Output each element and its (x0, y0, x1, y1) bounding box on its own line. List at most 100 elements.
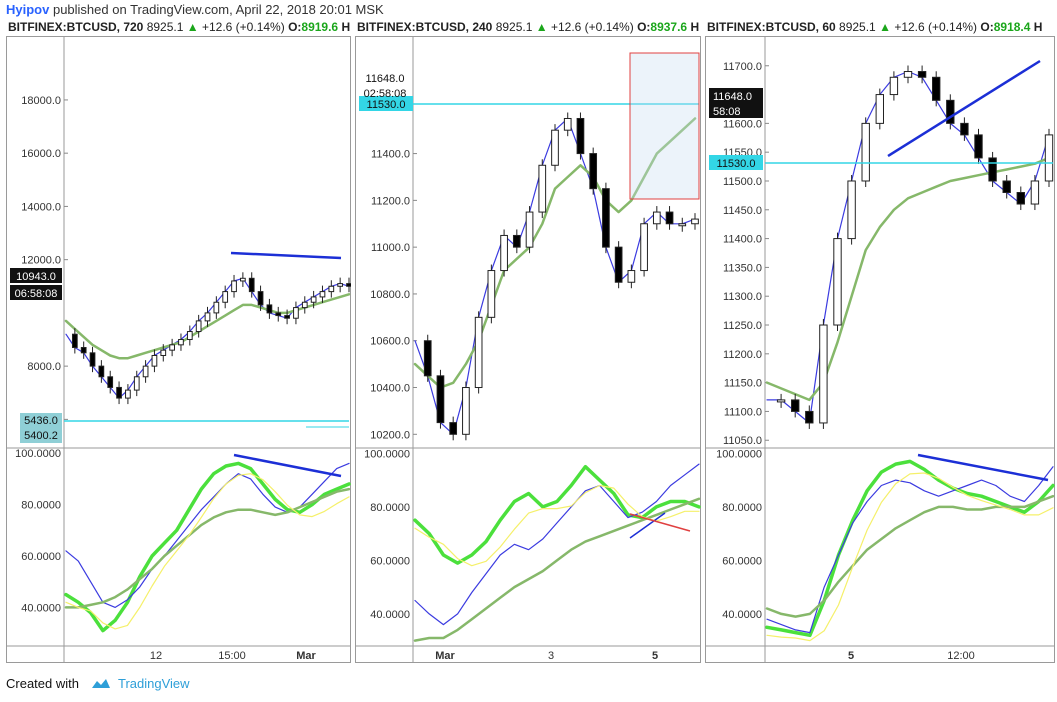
price-tick-label: 11050.0 (723, 435, 762, 447)
candle-body (551, 129, 559, 166)
osc-tick-label: 80.0000 (21, 500, 61, 512)
trail-label: H (690, 20, 700, 34)
price-tick-label: 11300.0 (723, 291, 762, 303)
candle-body (538, 164, 547, 213)
candle-body (1002, 180, 1011, 194)
candle-body (833, 238, 842, 326)
open-price: 8918.4 (993, 20, 1031, 34)
level-label: 5400.2 (24, 430, 58, 442)
price-badge: 10943.0 (16, 271, 56, 283)
candle-body (974, 134, 983, 159)
price-tick-label: 14000.0 (21, 201, 61, 213)
candle-body (576, 117, 585, 155)
up-arrow-icon: ▲ (879, 20, 891, 34)
price-ma-slow-line (765, 156, 1051, 402)
osc-tick-label: 80.0000 (370, 502, 410, 514)
up-arrow-icon: ▲ (186, 20, 199, 34)
candle-body (436, 375, 445, 424)
osc-main-line (765, 459, 1055, 638)
trail-label: H (341, 20, 351, 34)
level-badge-bg (709, 155, 763, 170)
chart-svg-240: 11400.0 11200.0 11000.0 10800.0 10600.0 10400… (355, 36, 701, 663)
candle-body (614, 246, 623, 283)
candle-body (449, 422, 458, 435)
trendline (887, 59, 1041, 158)
candle-body (932, 76, 941, 101)
candle-body (346, 283, 351, 287)
author-name[interactable]: Hyipov (6, 2, 50, 17)
candle-body (293, 307, 299, 319)
time-tick-label: Mar (435, 650, 455, 662)
candle-body (1016, 192, 1025, 205)
countdown-bg (10, 285, 62, 300)
chart-panel-720[interactable]: BITFINEX:BTCUSD, 720 8925.1 ▲ +12.6 (+0.… (6, 18, 351, 664)
chart-svg-60: 11700.011600.011550.011500.011450.011400… (705, 36, 1055, 663)
osc-tick-label: 40.0000 (722, 609, 762, 621)
price-tick-label: 18000.0 (21, 95, 61, 107)
candle-body (142, 365, 149, 378)
price-tick-label: 11600.0 (723, 118, 762, 130)
chart-svg-720: 18000.016000.014000.012000.08000.06000.0… (6, 36, 351, 663)
symbol-label: BITFINEX:BTCUSD, 60 (707, 20, 836, 34)
candle-body (776, 399, 786, 403)
candle-body (222, 291, 229, 303)
level-label: 11530.0 (367, 99, 406, 111)
candle-body (151, 354, 158, 367)
price-ma-fast-line (766, 70, 1050, 424)
panel-frame (6, 36, 351, 663)
open-label: O: (637, 20, 651, 34)
candle-body (563, 117, 572, 131)
candle-body (462, 387, 470, 435)
osc-tick-label: 60.0000 (370, 555, 410, 567)
candle-body (275, 312, 282, 317)
candle-body (960, 122, 969, 136)
tradingview-link[interactable]: TradingView (118, 676, 190, 691)
candle-body (178, 339, 184, 346)
candle-body (125, 389, 131, 399)
candle-body (231, 280, 237, 293)
osc-up-arrow (629, 512, 666, 539)
open-label: O: (980, 20, 994, 34)
candle-body (310, 296, 317, 303)
tradingview-logo-icon[interactable] (89, 677, 111, 692)
price-tick-label: 11700.0 (723, 61, 762, 73)
candle-body (186, 331, 193, 341)
candle-body (678, 223, 687, 227)
countdown-label: 06:58:08 (15, 288, 58, 300)
level-label: 11530.0 (717, 158, 756, 170)
candle-body (328, 285, 335, 293)
candle-body (861, 122, 870, 182)
candle-body (204, 312, 211, 322)
time-tick-label: 3 (548, 650, 554, 662)
candle-body (946, 99, 955, 124)
osc-tick-label: 100.0000 (364, 448, 410, 460)
chart-panel-60[interactable]: BITFINEX:BTCUSD, 60 8925.1 ▲ +12.6 (+0.1… (705, 18, 1055, 664)
chart-panel-240[interactable]: BITFINEX:BTCUSD, 240 8925.1 ▲ +12.6 (+0.… (355, 18, 701, 664)
candle-body (819, 324, 828, 424)
candle-body (107, 376, 114, 388)
candle-body (500, 234, 508, 272)
candle-body (116, 386, 122, 399)
osc-slow-line (765, 494, 1055, 618)
price-tick-label: 16000.0 (21, 148, 61, 160)
time-tick-label: Mar (296, 650, 316, 662)
candle-body (89, 352, 96, 367)
candle-body (652, 211, 661, 225)
price-ma-slow-line (413, 117, 697, 389)
open-label: O: (288, 20, 302, 34)
candle-body (423, 340, 432, 377)
level-badge-bg (359, 96, 413, 111)
price-change: +12.6 (+0.14%) (201, 20, 285, 34)
osc-yellow-line (65, 473, 350, 630)
candle-body (791, 399, 800, 412)
last-price: 8925.1 (839, 20, 876, 34)
last-price-label: 11648.0 (366, 73, 405, 85)
last-price-bg (709, 88, 763, 118)
price-tick-label: 11400.0 (371, 149, 410, 161)
candle-body (847, 180, 856, 240)
osc-down-arrow (629, 513, 691, 532)
price-tick-label: 11500.0 (723, 176, 762, 188)
price-tick-label: 11350.0 (723, 262, 762, 274)
last-price: 8925.1 (146, 20, 184, 34)
price-tick-label: 8000.0 (27, 361, 61, 373)
